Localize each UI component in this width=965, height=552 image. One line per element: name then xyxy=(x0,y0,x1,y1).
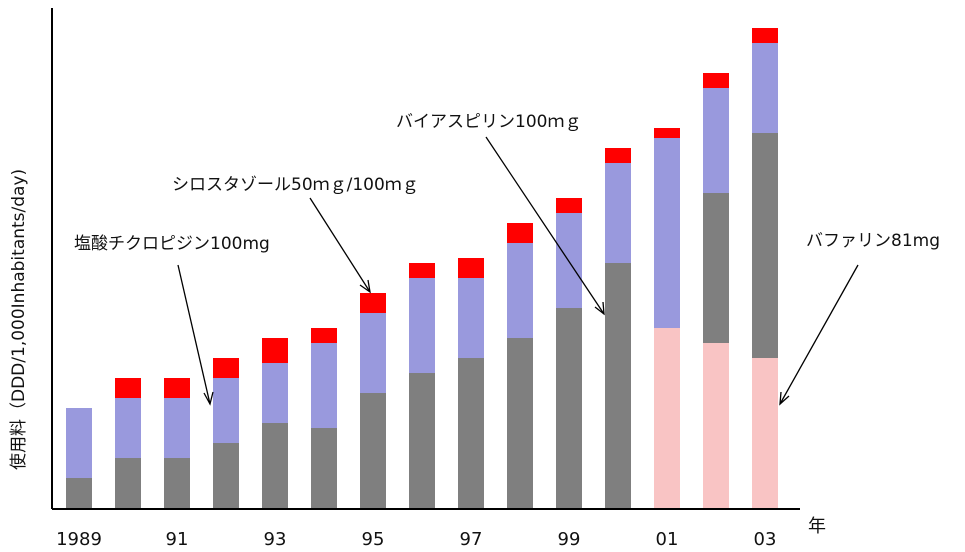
bar-1990-cilostazol xyxy=(115,378,141,398)
bar-1998-cilostazol xyxy=(507,223,533,243)
bar-1991-cilostazol xyxy=(164,378,190,398)
bar-1990-bayaspirin xyxy=(115,458,141,508)
arrow-bayaspirin xyxy=(485,136,605,315)
bar-2003-bufferin xyxy=(752,358,778,508)
bar-1998-ticlopidine xyxy=(507,243,533,338)
annotation-ticlopidine: 塩酸チクロピジン100mg xyxy=(74,234,270,254)
x-tick-label-1991: 91 xyxy=(166,529,189,550)
bar-1990-ticlopidine xyxy=(115,398,141,458)
bar-1997-cilostazol xyxy=(458,258,484,278)
arrow-bufferin xyxy=(779,264,859,405)
bar-1991-bayaspirin xyxy=(164,458,190,508)
x-tick-labels: 1989 91 93 95 97 99 01 03 xyxy=(56,529,776,550)
bar-2001-bufferin xyxy=(654,328,680,508)
arrowhead-bayaspirin xyxy=(594,301,605,316)
bar-1992-ticlopidine xyxy=(213,378,239,443)
bar-1996-bayaspirin xyxy=(409,373,435,508)
bar-1991-ticlopidine xyxy=(164,398,190,458)
bar-2000-ticlopidine xyxy=(605,163,631,263)
bar-2002-ticlopidine xyxy=(703,88,729,193)
bar-1995-ticlopidine xyxy=(360,313,386,393)
bar-2000-bayaspirin xyxy=(605,263,631,508)
bar-2003-ticlopidine xyxy=(752,43,778,133)
bar-1999-bayaspirin xyxy=(556,308,582,508)
bar-2002-cilostazol xyxy=(703,73,729,88)
bar-1996-cilostazol xyxy=(409,263,435,278)
arrow-cilostazol xyxy=(309,197,371,293)
x-tick-label-1989: 1989 xyxy=(56,529,102,550)
annotation-bufferin: バファリン81mg xyxy=(806,231,940,251)
bar-1995-bayaspirin xyxy=(360,393,386,508)
bar-2003-cilostazol xyxy=(752,28,778,43)
y-axis-label: 使用料（DDD/1,000Inhabitants/day) xyxy=(9,168,29,470)
bar-1992-cilostazol xyxy=(213,358,239,378)
annotation-bayaspirin: バイアスピリン100ｍｇ xyxy=(396,112,582,132)
bars-group xyxy=(66,28,778,508)
bar-2000-cilostazol xyxy=(605,148,631,163)
arrowhead-cilostazol xyxy=(359,279,371,294)
bar-1993-bayaspirin xyxy=(262,423,288,508)
x-tick-label-1995: 95 xyxy=(362,529,385,550)
bar-2003-bayaspirin xyxy=(752,133,778,358)
arrowhead-ticlopidine xyxy=(203,391,214,406)
bar-1994-cilostazol xyxy=(311,328,337,343)
x-axis-label: 年 xyxy=(808,516,826,537)
bar-2002-bayaspirin xyxy=(703,193,729,343)
annotation-cilostazol: シロスタゾール50ｍｇ/100ｍｇ xyxy=(172,175,419,195)
bar-1989-bayaspirin xyxy=(66,478,92,508)
x-tick-label-2003: 03 xyxy=(754,529,777,550)
bar-1996-ticlopidine xyxy=(409,278,435,373)
bar-1998-bayaspirin xyxy=(507,338,533,508)
x-tick-label-1993: 93 xyxy=(264,529,287,550)
bar-1994-ticlopidine xyxy=(311,343,337,428)
bar-1993-ticlopidine xyxy=(262,363,288,423)
bar-1992-bayaspirin xyxy=(213,443,239,508)
bar-1999-cilostazol xyxy=(556,198,582,213)
bar-1995-cilostazol xyxy=(360,293,386,313)
arrowhead-bufferin xyxy=(779,391,790,406)
x-tick-label-1997: 97 xyxy=(460,529,483,550)
annotation-arrows xyxy=(177,136,859,406)
bar-1989-ticlopidine xyxy=(66,408,92,478)
x-tick-label-1999: 99 xyxy=(558,529,581,550)
bar-2002-bufferin xyxy=(703,343,729,508)
bar-1997-bayaspirin xyxy=(458,358,484,508)
bar-1993-cilostazol xyxy=(262,338,288,363)
x-tick-label-2001: 01 xyxy=(656,529,679,550)
bar-1994-bayaspirin xyxy=(311,428,337,508)
bar-2001-ticlopidine xyxy=(654,138,680,328)
bar-2001-cilostazol xyxy=(654,128,680,138)
bar-1997-ticlopidine xyxy=(458,278,484,358)
arrow-ticlopidine xyxy=(177,264,211,405)
